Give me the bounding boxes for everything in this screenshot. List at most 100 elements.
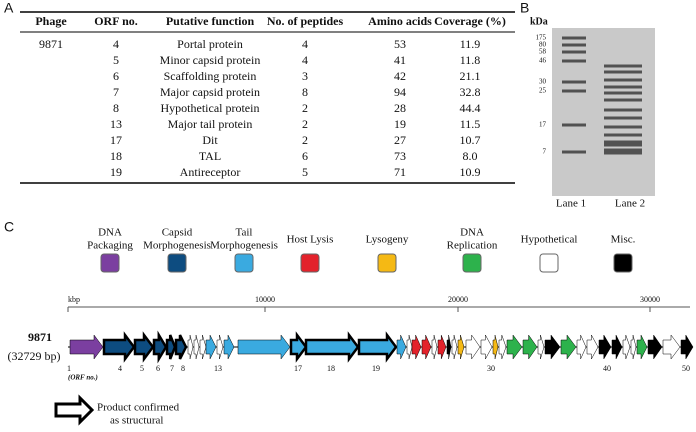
table-cell: 27 <box>394 133 406 147</box>
table-cell: 19 <box>394 117 406 131</box>
table-header: Amino acids <box>368 14 432 28</box>
orf-label: 6 <box>156 364 160 373</box>
gene-arrow <box>446 334 452 360</box>
gel-band <box>604 125 642 129</box>
gel-band <box>562 43 586 47</box>
legend-swatch <box>167 253 187 273</box>
gene-arrow <box>396 334 407 360</box>
legend-label: Replication <box>447 240 498 252</box>
legend-swatch <box>462 253 482 273</box>
gel-band <box>604 108 642 112</box>
table-cell: TAL <box>199 149 221 163</box>
orf-label: 13 <box>214 364 222 373</box>
gel-unit: kDa <box>530 16 548 27</box>
table-cell: Antireceptor <box>180 165 241 179</box>
table-cell: 19 <box>110 165 122 179</box>
table-cell: 8 <box>302 85 308 99</box>
gene-arrow <box>492 334 499 360</box>
table-cell: 8.0 <box>463 149 478 163</box>
legend-label: DNA <box>460 227 484 239</box>
gel-band <box>604 116 642 120</box>
table-cell: Hypothetical protein <box>161 101 260 115</box>
lane-label: Lane 2 <box>615 198 645 210</box>
table-cell: 18 <box>110 149 122 163</box>
table-cell: 2 <box>302 101 308 115</box>
gene-arrow <box>437 334 447 360</box>
gene-arrow <box>611 334 623 360</box>
orf-label: 5 <box>140 364 144 373</box>
gene-arrow <box>411 334 422 360</box>
gel-band <box>604 98 642 102</box>
gene-arrow <box>193 334 200 360</box>
marker-label: 46 <box>539 57 547 65</box>
gene-arrow <box>199 334 207 360</box>
gene-arrow <box>421 334 432 360</box>
ruler-label: 10000 <box>255 295 275 304</box>
table-cell: 13 <box>110 117 122 131</box>
table-cell: 3 <box>302 69 308 83</box>
footnote: as structural <box>110 415 163 427</box>
gene-arrow <box>237 334 291 360</box>
gene-arrow <box>506 334 523 360</box>
orf-label: 30 <box>487 364 495 373</box>
table-cell: 42 <box>394 69 406 83</box>
table-cell: 4 <box>113 37 119 51</box>
table-header: Phage <box>35 14 67 28</box>
phage-name: 9871 <box>28 330 52 344</box>
lane-label: Lane 1 <box>556 198 586 210</box>
orf-label: 18 <box>327 364 335 373</box>
legend-arrow <box>54 394 95 426</box>
orf-label: 1 <box>67 364 71 373</box>
legend-label: Capsid <box>162 227 193 239</box>
ruler-unit: kbp <box>68 295 80 304</box>
gene-arrow <box>289 331 308 363</box>
gel-band <box>562 59 586 63</box>
orf-label: 19 <box>372 364 380 373</box>
gene-arrow <box>636 334 648 360</box>
table-cell: Major tail protein <box>168 117 253 131</box>
legend-label: Host Lysis <box>287 234 334 246</box>
legend-label: Lysogeny <box>366 234 409 246</box>
gene-arrow <box>133 331 155 363</box>
gene-arrow <box>102 331 136 363</box>
gel-band <box>562 89 586 93</box>
table-cell: 32.8 <box>460 85 481 99</box>
gel-band <box>562 80 586 84</box>
gene-arrow <box>187 334 194 360</box>
table-cell: 9871 <box>39 37 63 51</box>
table-header: Coverage (%) <box>434 14 506 28</box>
orf-label: 40 <box>603 364 611 373</box>
legend-label: DNA <box>98 227 122 239</box>
legend-label: Packaging <box>87 240 133 252</box>
marker-label: 7 <box>543 148 547 156</box>
orf-label: 50 <box>682 364 690 373</box>
orf-label: 8 <box>181 364 185 373</box>
gene-arrow <box>406 334 413 360</box>
table-cell: Portal protein <box>177 37 243 51</box>
gene-arrow <box>498 334 507 360</box>
marker-label: 25 <box>539 87 547 95</box>
table-cell: 6 <box>113 69 119 83</box>
table-cell: 11.9 <box>460 37 481 51</box>
legend-swatch <box>234 253 254 273</box>
genome-length: (32729 bp) <box>8 349 61 363</box>
table-cell: 17 <box>110 133 122 147</box>
marker-label: 80 <box>539 41 547 49</box>
legend-label: Morphogenesis <box>143 240 211 252</box>
table-cell: Scaffolding protein <box>164 69 257 83</box>
orf-caption: (ORF no.) <box>68 374 98 382</box>
table-cell: 2 <box>302 133 308 147</box>
table-cell: 5 <box>302 165 308 179</box>
gene-arrow <box>480 334 493 360</box>
legend-label: Tail <box>236 227 253 239</box>
gel-band <box>604 148 642 155</box>
ruler-label: 20000 <box>448 295 468 304</box>
table-cell: 4 <box>302 37 308 51</box>
table-cell: 71 <box>394 165 406 179</box>
ruler-label: 30000 <box>640 295 660 304</box>
table-cell: 6 <box>302 149 308 163</box>
table-cell: 73 <box>394 149 406 163</box>
panel-letter: A <box>4 0 14 16</box>
gene-arrow <box>522 334 538 360</box>
